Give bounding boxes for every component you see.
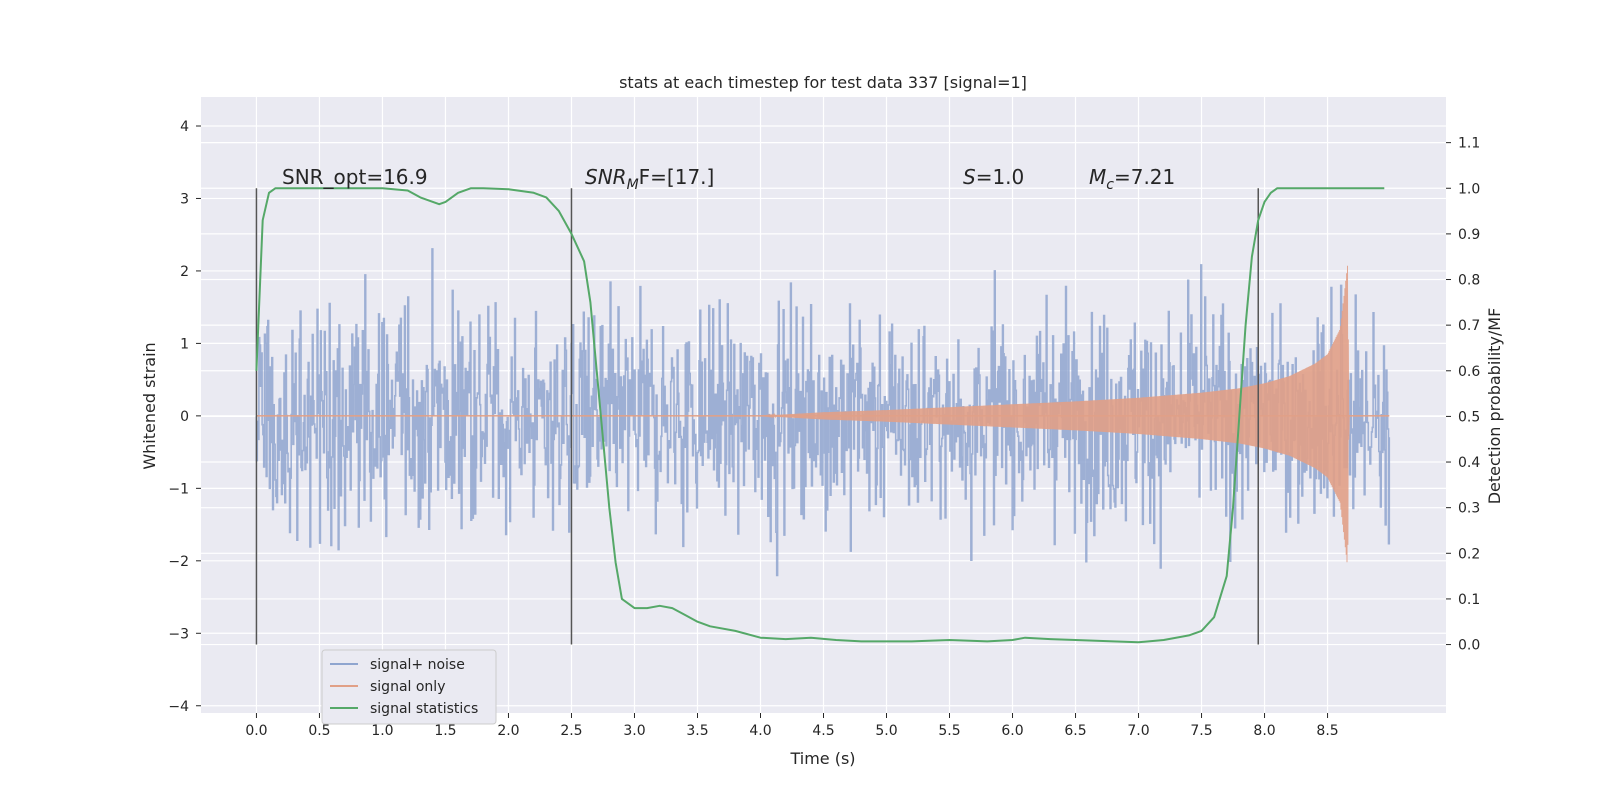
x-tick-label: 4.0 [749,723,771,739]
y2-tick-label: 0.7 [1458,318,1480,334]
y2-tick-label: 0.9 [1458,227,1480,243]
snr-mf-main: SNR [585,165,627,189]
mc-main: M [1089,165,1106,189]
y2-tick-label: 0.6 [1458,364,1480,380]
annotation-mc: Mc=7.21 [1089,165,1175,193]
x-tick-label: 3.0 [623,723,645,739]
y-tick-label: −4 [168,699,189,715]
s-main: S [963,165,976,189]
x-tick-label: 0.0 [245,723,267,739]
mc-sub: c [1106,177,1114,193]
y2-tick-label: 1.1 [1458,136,1480,152]
x-tick-label: 0.5 [308,723,330,739]
x-tick-label: 5.5 [938,723,960,739]
y-tick-label: −1 [168,481,189,497]
x-tick-label: 8.0 [1253,723,1275,739]
x-tick-label: 6.5 [1064,723,1086,739]
axes: 0.0 0.5 1.0 1.5 2.0 2.5 3.0 3.5 4.0 4.5 5.0 5.5 6.0 6… [168,119,1480,739]
x-tick-label: 4.5 [812,723,834,739]
x-tick-label: 5.0 [875,723,897,739]
y2-tick-label: 0.0 [1458,638,1480,654]
y2-axis-label: Detection probability/MF [1485,308,1504,505]
x-tick-label: 1.0 [371,723,393,739]
legend-box [321,649,497,725]
signal-statistics-series [255,187,1385,644]
x-tick-label: 7.5 [1190,723,1212,739]
y-tick-label: −2 [168,554,189,570]
s-rest: =1.0 [976,165,1025,189]
mc-rest: =7.21 [1114,165,1175,189]
y2-tick-label: 1.0 [1458,181,1480,197]
annotation-s: S=1.0 [963,165,1024,189]
y-tick-label: 3 [180,191,189,207]
annotation-snr-opt: SNR_opt=16.9 [282,165,428,189]
y-axis-label: Whitened strain [140,342,159,469]
segment-markers [255,188,1259,645]
x-tick-label: 6.0 [1001,723,1023,739]
y2-tick-label: 0.5 [1458,409,1480,425]
y-tick-label: 0 [180,409,189,425]
noise-trace [255,248,1391,577]
y-tick-label: 1 [180,336,189,352]
chart-title: stats at each timestep for test data 337… [619,73,1027,92]
signal-only-series [256,265,1390,563]
annotation-snr-mf: SNRMF=[17.] [585,165,714,193]
x-tick-label: 3.5 [686,723,708,739]
snr-mf-sub: M [627,177,639,193]
x-tick-label: 2.0 [497,723,519,739]
signal-noise-series [255,248,1391,577]
y2-tick-label: 0.8 [1458,273,1480,289]
x-tick-label: 2.5 [560,723,582,739]
y2-tick-label: 0.4 [1458,455,1480,471]
legend-label-noise: signal+ noise [370,657,465,673]
x-axis-label: Time (s) [789,749,855,768]
legend-label-signal: signal only [370,679,445,695]
y2-tick-label: 0.1 [1458,592,1480,608]
legend: signal+ noise signal only signal statist… [321,649,497,725]
y2-tick-label: 0.2 [1458,546,1480,562]
x-tick-label: 7.0 [1127,723,1149,739]
y-tick-label: 2 [180,264,189,280]
y-tick-label: 4 [180,119,189,135]
x-tick-label: 8.5 [1316,723,1338,739]
y-tick-label: −3 [168,626,189,642]
snr-mf-rest: F=[17.] [639,165,715,189]
x-tick-label: 1.5 [434,723,456,739]
legend-label-stats: signal statistics [370,701,478,717]
y2-tick-label: 0.3 [1458,501,1480,517]
stats-line [255,187,1385,644]
